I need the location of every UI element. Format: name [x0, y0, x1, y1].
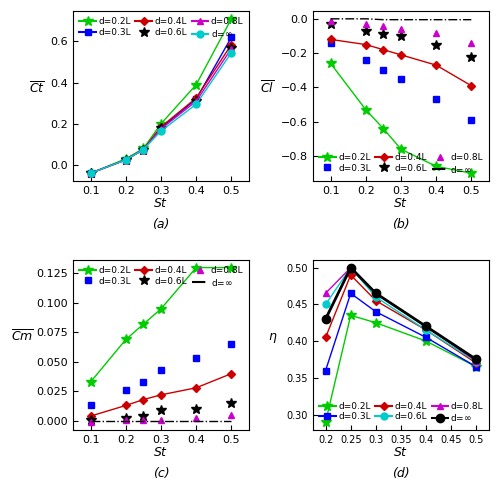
Legend: d=0.2L, d=0.3L, d=0.4L, d=0.6L, d=0.8L, d=$\infty$: d=0.2L, d=0.3L, d=0.4L, d=0.6L, d=0.8L, … — [318, 400, 485, 425]
X-axis label: $St$: $St$ — [154, 446, 168, 459]
X-axis label: $St$: $St$ — [394, 197, 408, 210]
Y-axis label: $\overline{Cl}$: $\overline{Cl}$ — [260, 80, 274, 96]
Text: (a): (a) — [152, 218, 170, 231]
Legend: d=0.2L, d=0.3L, d=0.4L, d=0.6L, d=0.8L, d=$\infty$: d=0.2L, d=0.3L, d=0.4L, d=0.6L, d=0.8L, … — [78, 16, 245, 41]
Text: (d): (d) — [392, 467, 410, 480]
Legend: d=0.2L, d=0.3L, d=0.4L, d=0.6L, d=0.8L, d=$\infty$: d=0.2L, d=0.3L, d=0.4L, d=0.6L, d=0.8L, … — [78, 264, 245, 289]
Y-axis label: $\eta$: $\eta$ — [268, 331, 278, 345]
X-axis label: $St$: $St$ — [154, 197, 168, 210]
Legend: d=0.2L, d=0.3L, d=0.4L, d=0.6L, d=0.8L, d=$\infty$: d=0.2L, d=0.3L, d=0.4L, d=0.6L, d=0.8L, … — [318, 152, 485, 176]
X-axis label: $St$: $St$ — [394, 446, 408, 459]
Text: (b): (b) — [392, 218, 410, 231]
Text: (c): (c) — [152, 467, 170, 480]
Y-axis label: $\overline{Cm}$: $\overline{Cm}$ — [11, 329, 34, 345]
Y-axis label: $\overline{Ct}$: $\overline{Ct}$ — [28, 81, 44, 96]
